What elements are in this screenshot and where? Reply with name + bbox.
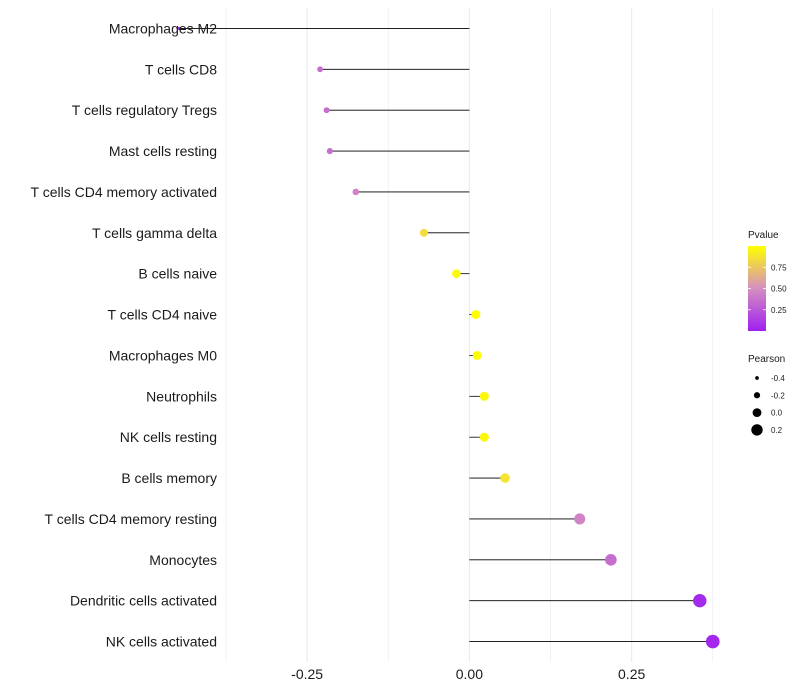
lollipop-point	[452, 269, 461, 278]
pearson-legend-label: 0.2	[771, 426, 783, 435]
grid-lines	[225, 8, 714, 662]
pvalue-legend: Pvalue 0.75 0.50 0.25	[748, 230, 787, 331]
pvalue-colorbar	[748, 246, 766, 331]
x-tick-label: 0.25	[618, 666, 645, 682]
pearson-legend-dot	[755, 376, 759, 380]
pearson-legend-dot	[753, 392, 761, 399]
pearson-legend: Pearson -0.4 -0.2 0.0 0.2	[748, 354, 785, 436]
pearson-legend-label: 0.0	[771, 409, 783, 418]
lollipop-point	[479, 391, 489, 401]
category-label: T cells gamma delta	[92, 225, 217, 241]
pvalue-legend-label: 0.50	[771, 285, 787, 294]
pearson-legend-dot	[751, 424, 763, 436]
lollipop-point	[317, 66, 324, 73]
category-label: T cells regulatory Tregs	[72, 102, 217, 118]
category-label: Mast cells resting	[109, 143, 217, 159]
category-label: Macrophages M2	[109, 20, 217, 36]
pvalue-legend-label: 0.25	[771, 306, 787, 315]
category-label: T cells CD4 naive	[108, 307, 218, 323]
category-label: B cells memory	[121, 470, 217, 486]
category-label: T cells CD4 memory resting	[45, 511, 217, 527]
lollipop-point	[500, 473, 510, 483]
lollipop-point	[419, 228, 428, 237]
lollipop-point	[472, 350, 482, 360]
lollipop-point	[471, 310, 481, 320]
lollipop-point	[479, 432, 489, 442]
x-tick-label: -0.25	[291, 666, 323, 682]
lollipop-point	[352, 188, 360, 196]
lollipop-point	[323, 107, 330, 114]
category-labels: Macrophages M2 T cells CD8 T cells regulat…	[31, 20, 218, 649]
category-label: Monocytes	[149, 552, 217, 568]
x-tick-labels: -0.25 0.00 0.25	[291, 666, 645, 682]
category-label: Dendritic cells activated	[70, 593, 217, 609]
pearson-legend-title: Pearson	[748, 354, 785, 365]
category-label: T cells CD4 memory activated	[31, 184, 217, 200]
lollipop-point	[177, 26, 181, 30]
x-tick-label: 0.00	[456, 666, 483, 682]
lollipop-stems	[179, 28, 713, 642]
category-label: Neutrophils	[146, 388, 217, 404]
category-label: NK cells resting	[120, 429, 217, 445]
category-label: B cells naive	[138, 266, 217, 282]
lollipop-point	[326, 148, 333, 155]
lollipop-point	[693, 593, 707, 608]
lollipop-point	[705, 634, 720, 649]
pvalue-legend-title: Pvalue	[748, 230, 779, 241]
pearson-legend-label: -0.2	[771, 391, 785, 400]
pearson-legend-dot	[752, 408, 762, 418]
lollipop-point	[605, 553, 617, 566]
category-label: Macrophages M0	[109, 347, 217, 363]
pvalue-legend-label: 0.75	[771, 263, 787, 272]
category-label: T cells CD8	[145, 61, 217, 77]
category-label: NK cells activated	[106, 634, 217, 650]
pearson-legend-label: -0.4	[771, 374, 785, 383]
lollipop-point	[574, 513, 586, 525]
lollipop-points	[177, 26, 720, 649]
